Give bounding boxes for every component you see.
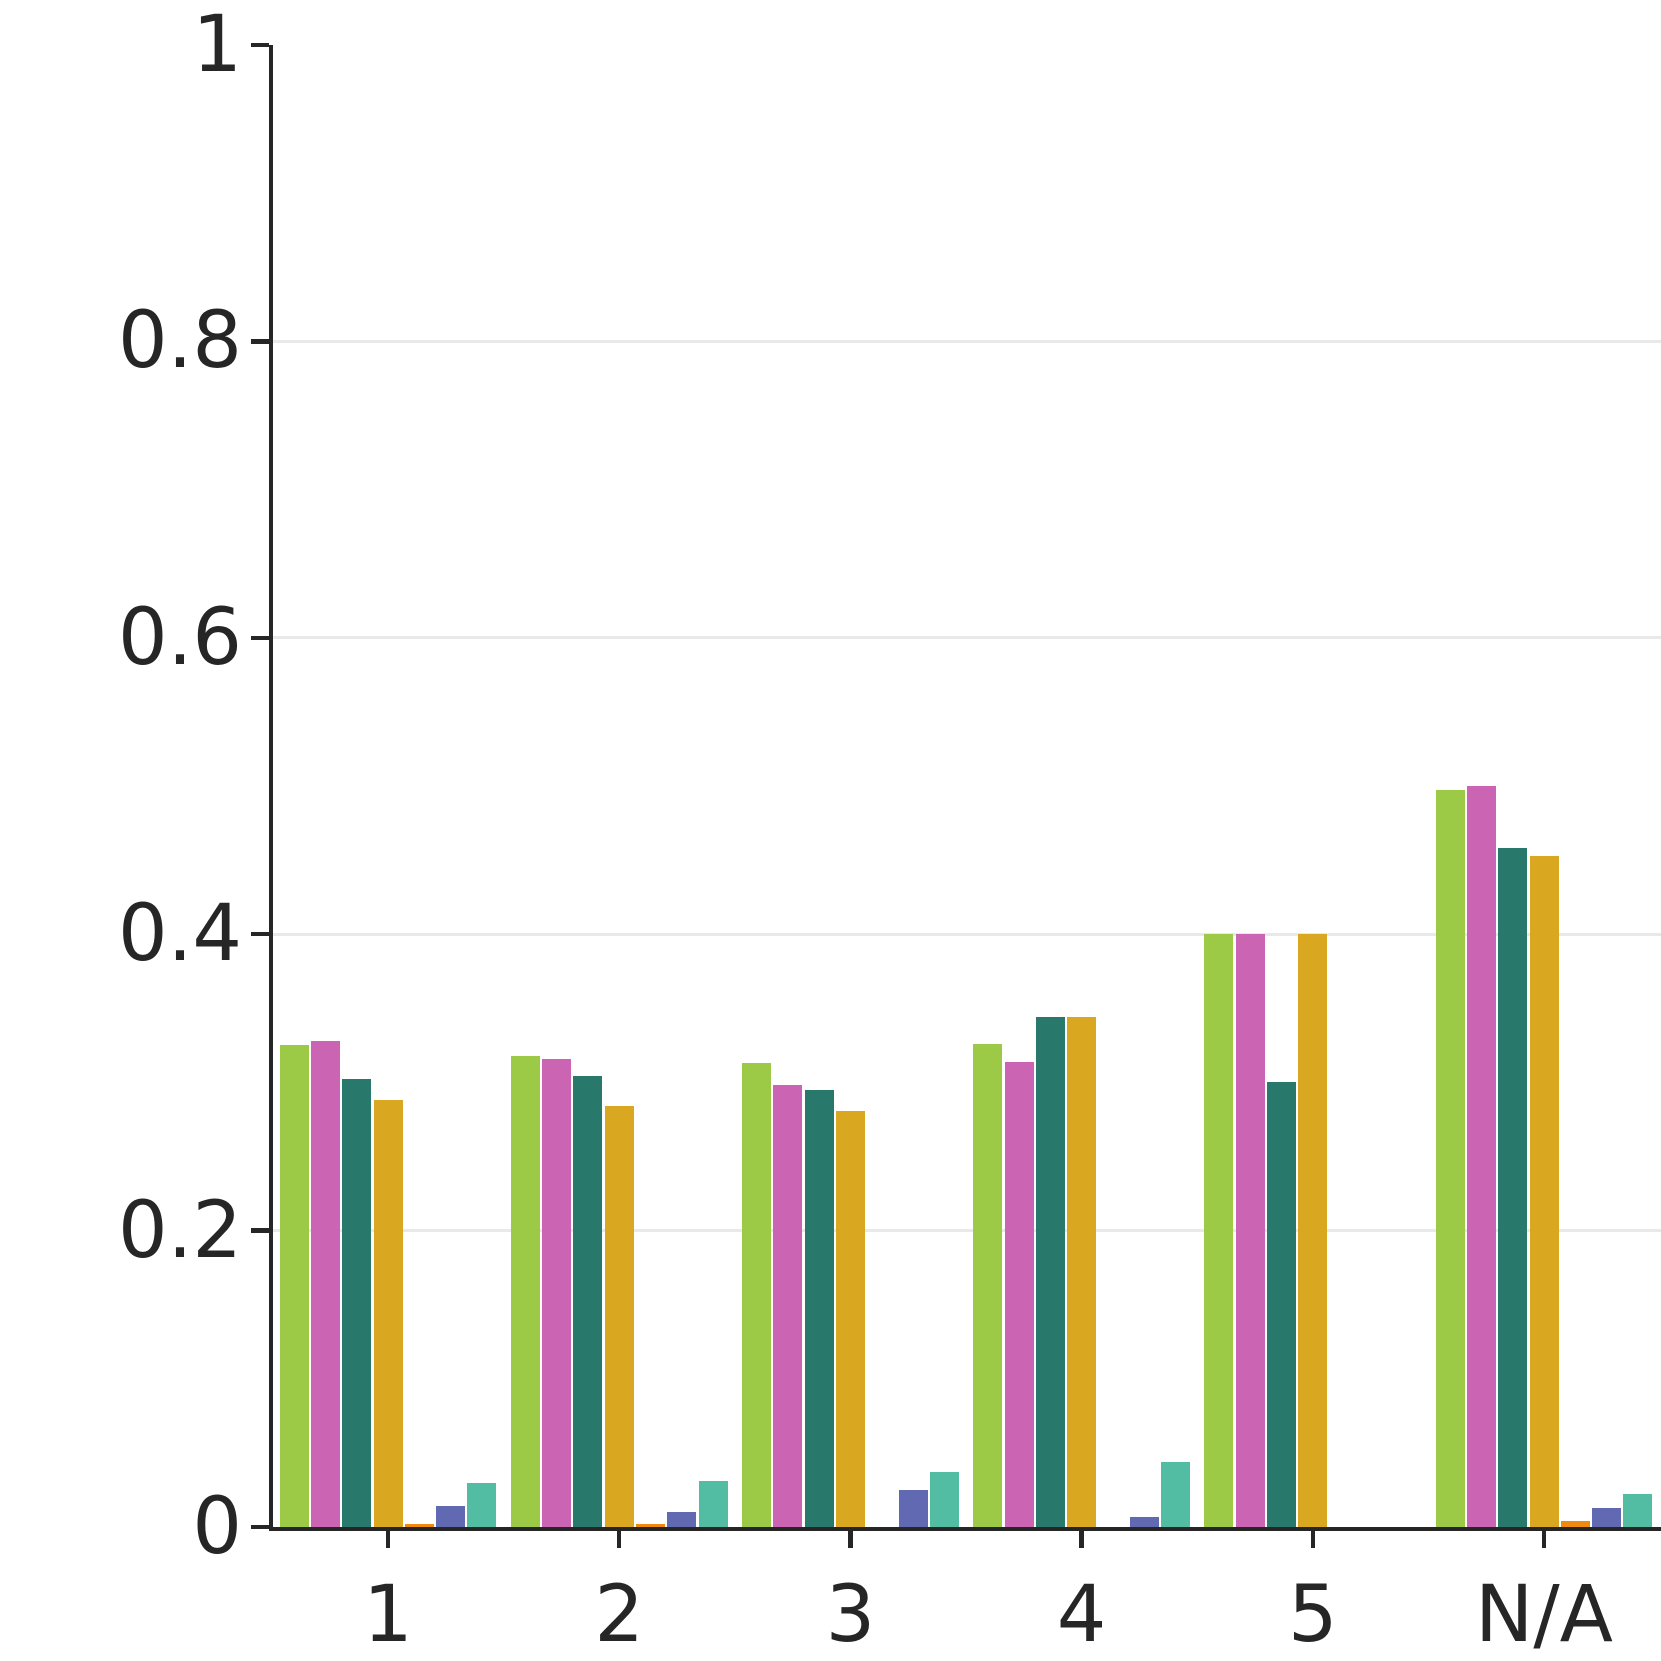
y-tick-label-0.2: 0.2	[117, 1185, 242, 1276]
bar-blue-group-3	[898, 1490, 928, 1527]
bar-green-group-3	[742, 1063, 771, 1527]
bar-gold-group-1	[373, 1100, 403, 1527]
x-tick-label-2: 2	[594, 1570, 644, 1660]
x-tick-3	[848, 1531, 853, 1549]
x-tick-label-5: 5	[1287, 1570, 1338, 1660]
bar-orange-group-N/A	[1560, 1521, 1590, 1527]
bar-blue-group-1	[436, 1506, 466, 1527]
bar-green-group-1	[279, 1045, 309, 1527]
y-tick-label-0: 0	[192, 1482, 242, 1572]
y-tick-1	[251, 42, 269, 48]
bar-blue-group-4	[1129, 1517, 1159, 1527]
gridline-y-0.2	[273, 1229, 1661, 1233]
bar-teal-group-4	[1035, 1017, 1065, 1527]
y-tick-0	[251, 1524, 269, 1530]
bar-turquoise-group-1	[467, 1483, 497, 1527]
x-tick-label-3: 3	[825, 1570, 876, 1660]
y-tick-0.8	[251, 339, 269, 344]
bar-gold-group-2	[604, 1106, 634, 1527]
x-axis-spine	[269, 1527, 1661, 1532]
gridline-y-0.6	[273, 636, 1661, 640]
y-tick-0.6	[251, 635, 269, 640]
bar-teal-group-3	[804, 1090, 834, 1527]
x-tick-label-4: 4	[1056, 1570, 1107, 1660]
y-tick-0.2	[251, 1228, 269, 1233]
bar-gold-group-N/A	[1529, 856, 1559, 1527]
gridline-y-0.4	[273, 932, 1661, 936]
bar-blue-group-2	[667, 1512, 697, 1527]
x-tick-1	[385, 1531, 391, 1549]
bar-turquoise-group-N/A	[1623, 1494, 1653, 1527]
y-axis-spine	[269, 45, 274, 1532]
bar-turquoise-group-4	[1161, 1462, 1190, 1527]
bar-magenta-group-2	[542, 1059, 572, 1527]
bar-gold-group-4	[1067, 1017, 1097, 1527]
bar-magenta-group-N/A	[1466, 786, 1496, 1527]
bar-magenta-group-1	[310, 1041, 340, 1527]
bar-green-group-4	[973, 1044, 1003, 1527]
y-tick-label-0.4: 0.4	[117, 889, 242, 980]
y-tick-label-1: 1	[192, 0, 242, 90]
bar-green-group-2	[510, 1056, 540, 1527]
bar-turquoise-group-3	[929, 1472, 959, 1527]
bar-gold-group-5	[1298, 934, 1328, 1527]
bar-blue-group-N/A	[1592, 1508, 1622, 1527]
bar-teal-group-2	[573, 1076, 603, 1527]
y-tick-label-0.6: 0.6	[117, 592, 242, 683]
x-tick-label-1: 1	[363, 1570, 413, 1660]
bar-turquoise-group-2	[698, 1481, 728, 1527]
bar-magenta-group-5	[1235, 934, 1265, 1527]
gridline-y-0.8	[273, 339, 1661, 343]
x-tick-5	[1310, 1531, 1315, 1549]
bar-gold-group-3	[835, 1111, 865, 1527]
x-tick-4	[1079, 1531, 1084, 1549]
bar-orange-group-2	[636, 1524, 665, 1527]
bar-green-group-N/A	[1435, 790, 1465, 1527]
bar-magenta-group-3	[773, 1085, 803, 1527]
x-tick-N/A	[1541, 1531, 1547, 1549]
y-tick-0.4	[251, 932, 269, 937]
x-tick-2	[617, 1531, 622, 1549]
x-tick-label-N/A: N/A	[1475, 1570, 1613, 1660]
bar-orange-group-1	[404, 1524, 434, 1527]
bar-teal-group-5	[1267, 1082, 1296, 1527]
bar-teal-group-1	[342, 1079, 372, 1527]
bar-green-group-5	[1204, 934, 1234, 1527]
bar-magenta-group-4	[1004, 1062, 1034, 1527]
y-tick-label-0.8: 0.8	[117, 296, 242, 387]
bar-teal-group-N/A	[1498, 848, 1528, 1527]
